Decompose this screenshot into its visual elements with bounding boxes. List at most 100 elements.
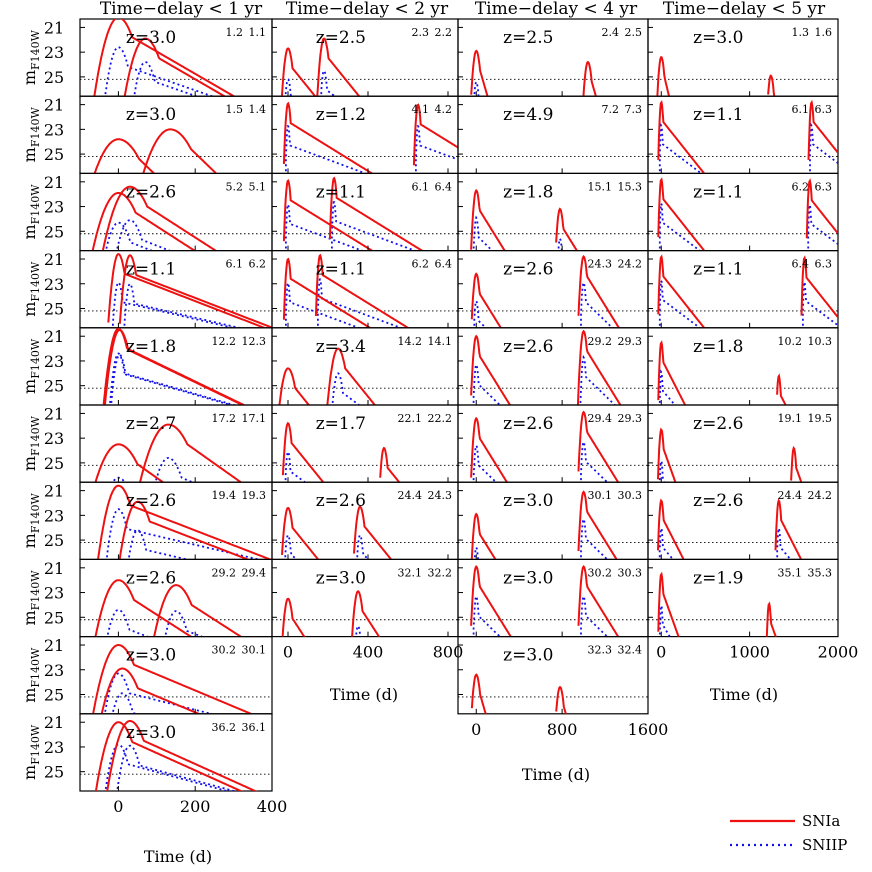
- snia-curve-2: [805, 178, 838, 239]
- sniip-curve-1: [285, 125, 368, 174]
- panel-frame: [457, 635, 649, 715]
- panel-c3-r4: z=2.6 24.3 24.2: [457, 250, 649, 329]
- y-tick-label: 21: [44, 327, 64, 346]
- sniip-curve-1: [285, 282, 362, 328]
- snia-curve-1: [470, 49, 489, 97]
- magnification-labels: 1.2 1.1: [226, 26, 267, 39]
- redshift-label: z=2.6: [503, 260, 553, 280]
- snia-curve-1: [281, 506, 320, 560]
- snia-curve-1: [657, 571, 680, 637]
- snia-curve-1: [281, 421, 325, 483]
- magnification-labels: 19.4 19.3: [212, 489, 266, 502]
- y-tick-label: 21: [44, 96, 64, 115]
- snia-curve-2: [582, 60, 597, 97]
- y-tick-label: 21: [44, 713, 64, 732]
- sniip-curve-2: [586, 96, 589, 97]
- snia-curve-1: [470, 188, 506, 251]
- sniip-curve-2: [331, 201, 418, 251]
- sniip-curve-2: [579, 355, 617, 405]
- y-tick-label: 23: [44, 275, 64, 294]
- sniip-curve-2: [317, 278, 404, 328]
- sniip-curve-1: [104, 46, 215, 97]
- sniip-curve-1: [658, 527, 675, 560]
- magnification-labels: 6.1 6.2: [226, 258, 267, 271]
- panel-c4-r5: z=1.8 10.2 10.3: [647, 327, 839, 406]
- sniip-curve-2: [580, 439, 609, 483]
- y-tick-label: 21: [44, 18, 64, 37]
- redshift-label: z=1.1: [693, 260, 743, 280]
- snia-curve-1: [94, 443, 165, 483]
- redshift-label: z=2.6: [693, 491, 743, 511]
- snia-curve-2: [576, 329, 622, 405]
- redshift-label: z=1.2: [316, 105, 366, 125]
- x-tick-label: 0: [471, 720, 481, 739]
- magnification-labels: 30.1 30.3: [588, 489, 642, 502]
- panel-c2-r4: z=1.1 6.2 6.4: [271, 250, 459, 329]
- snia-curve-2: [326, 347, 377, 405]
- sniip-curve-1: [658, 603, 671, 637]
- redshift-label: z=2.6: [316, 491, 366, 511]
- sniip-curve-2: [580, 593, 609, 637]
- redshift-label: z=1.7: [316, 414, 366, 434]
- panel-c3-r6: z=2.6 29.4 29.3: [457, 404, 649, 483]
- legend-label-sniip: SNIIP: [802, 836, 847, 854]
- snia-curve-2: [577, 565, 620, 637]
- redshift-label: z=1.9: [693, 568, 743, 588]
- magnification-labels: 6.2 6.3: [792, 180, 833, 193]
- y-tick-label: 21: [44, 482, 64, 501]
- snia-curve-1: [93, 19, 236, 97]
- snia-curve-2: [800, 255, 838, 318]
- y-tick-label: 25: [44, 68, 64, 87]
- y-tick-label: 23: [44, 352, 64, 371]
- snia-curve-2: [379, 446, 401, 483]
- magnification-labels: 6.1 6.4: [412, 180, 453, 193]
- x-tick-label: 2000: [818, 643, 859, 662]
- y-tick-label: 25: [44, 763, 64, 782]
- magnification-labels: 32.3 32.4: [588, 644, 642, 657]
- snia-curve-1: [94, 721, 244, 791]
- snia-curve-1: [94, 579, 193, 637]
- panel-c2-r8: z=3.0 32.1 32.2 0 400 800: [271, 558, 464, 662]
- x-axis-label-col3: Time (d): [522, 765, 590, 784]
- sniip-curve-1: [284, 449, 307, 483]
- x-axis-label-col4: Time (d): [710, 685, 778, 704]
- y-tick-label: 25: [44, 685, 64, 704]
- magnification-labels: 1.3 1.6: [792, 26, 833, 39]
- magnification-labels: 5.2 5.1: [226, 180, 267, 193]
- x-tick-label: 800: [433, 643, 464, 662]
- sniip-curve-2: [123, 282, 243, 328]
- sniip-curve-1: [474, 545, 480, 560]
- y-axis-label: mF140W: [20, 184, 42, 240]
- redshift-label: z=2.6: [503, 337, 553, 357]
- snia-curve-1: [657, 427, 677, 483]
- y-tick-label: 23: [44, 506, 64, 525]
- redshift-label: z=1.8: [693, 337, 743, 357]
- sniip-curve-1: [658, 122, 703, 174]
- redshift-label: z=2.5: [503, 28, 553, 48]
- snia-curve-2: [100, 667, 202, 714]
- sniip-curve-1: [116, 173, 121, 174]
- sniip-curve-2: [127, 529, 191, 560]
- y-tick-label: 23: [44, 120, 64, 139]
- snia-curve-1: [656, 55, 671, 97]
- redshift-label: z=2.6: [503, 414, 553, 434]
- magnification-labels: 36.2 36.1: [212, 721, 266, 734]
- panel-c2-r2: z=1.2 4.1 4.2: [271, 95, 459, 174]
- y-axis-label: mF140W: [20, 261, 42, 317]
- redshift-label: z=3.0: [316, 568, 366, 588]
- snia-curve-1: [657, 498, 685, 560]
- magnification-labels: 24.4 24.3: [398, 489, 452, 502]
- panel-c2-r1: z=2.5 2.3 2.2: [271, 18, 459, 97]
- magnification-labels: 6.2 6.4: [412, 258, 453, 271]
- y-tick-label: 21: [44, 173, 64, 192]
- snia-curve-2: [142, 128, 218, 174]
- redshift-label: z=3.0: [126, 105, 176, 125]
- y-tick-label: 25: [44, 608, 64, 627]
- y-tick-label: 25: [44, 531, 64, 550]
